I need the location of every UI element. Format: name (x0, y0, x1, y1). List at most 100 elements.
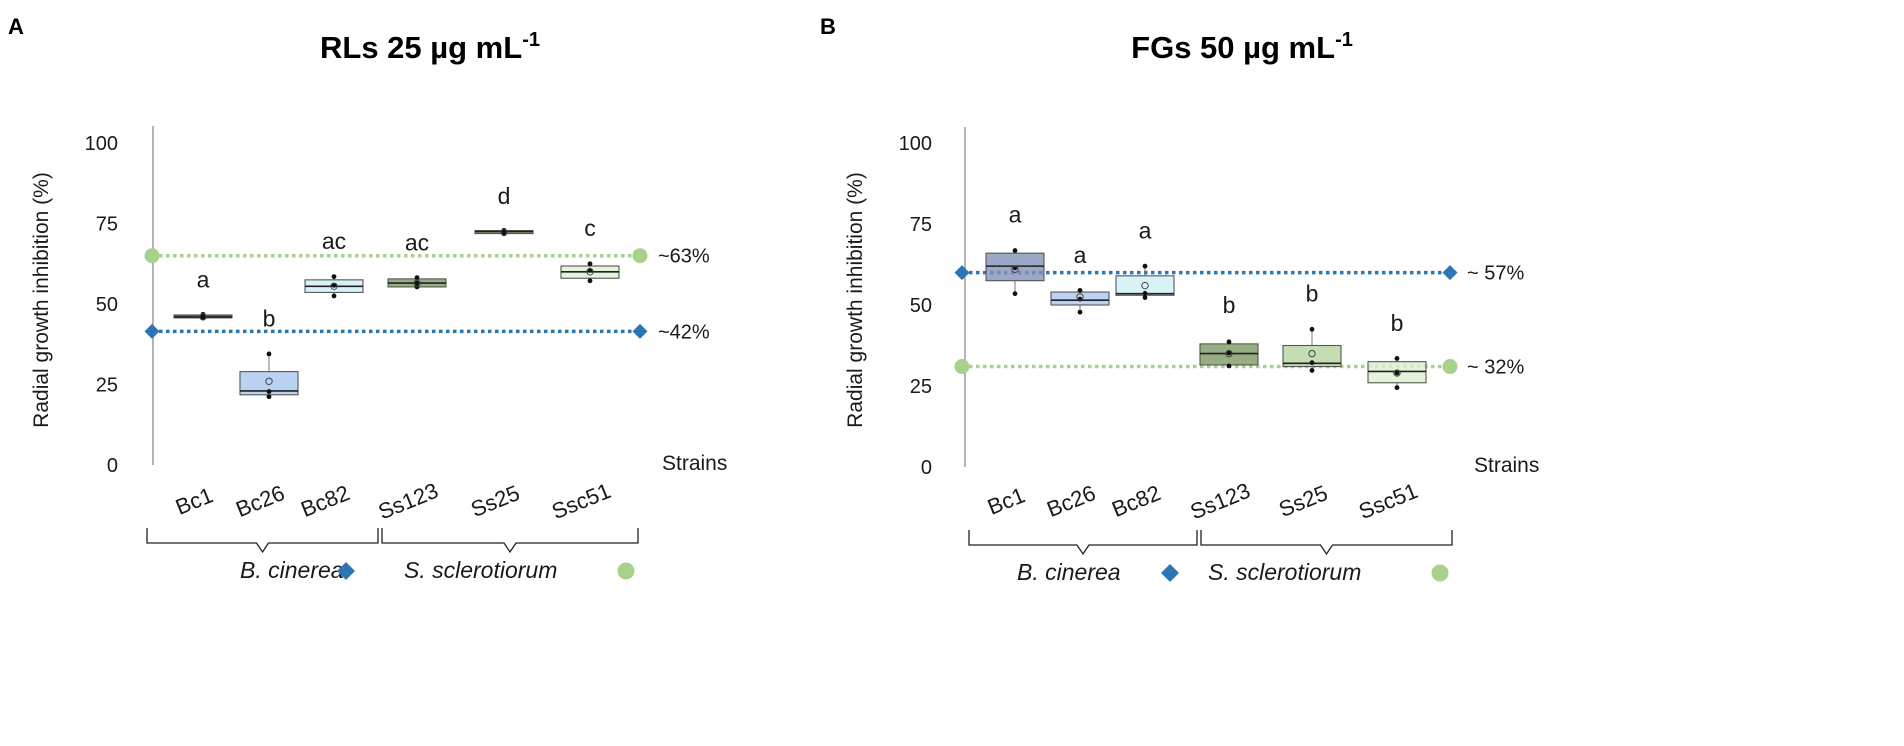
box-bc82: ac Bc82 (297, 228, 364, 522)
significance-letter: a (1074, 242, 1087, 268)
data-point (1394, 370, 1400, 376)
data-point (1012, 291, 1018, 297)
y-axis-label: Radial growth inhibition (%) (30, 172, 53, 428)
group-bracket (381, 528, 639, 554)
reference-line-start-circle-marker (954, 359, 970, 375)
data-point (266, 389, 272, 394)
box-ssc51: b Ssc51 (1355, 310, 1427, 524)
box-bc82: a Bc82 (1108, 218, 1175, 522)
chart-title: FGs 50 µg mL-1 (1131, 29, 1353, 65)
panel-b: B FGs 50 µg mL-1 0 25 50 75 100 Radial growth i… (820, 14, 1539, 585)
species-diamond-icon (1161, 564, 1179, 582)
data-point (414, 275, 420, 280)
x-tick-label: Ss25 (1275, 480, 1331, 522)
panel-label: A (8, 14, 24, 39)
mean-marker (265, 377, 273, 385)
data-point (1309, 368, 1315, 373)
data-point (331, 274, 337, 280)
box-ss123: b Ss123 (1187, 292, 1259, 525)
y-tick-label: 75 (96, 214, 118, 236)
data-point (1309, 326, 1315, 332)
box-bc26: a Bc26 (1043, 242, 1110, 522)
box-ss25: d Ss25 (467, 183, 534, 522)
box-bc1: a Bc1 (172, 266, 233, 520)
chart-title: RLs 25 µg mL-1 (320, 29, 540, 65)
x-tick-label: Bc82 (297, 480, 353, 522)
x-tick-label: Ssc51 (548, 478, 614, 524)
mean-marker (586, 268, 594, 276)
data-point (1142, 263, 1148, 269)
y-tick-label: 100 (899, 133, 932, 155)
panel-label: B (820, 14, 836, 39)
data-point (1012, 248, 1018, 253)
x-tick-label: Bc82 (1108, 480, 1164, 522)
mean-marker (1011, 265, 1019, 274)
x-tick-label: Bc1 (172, 482, 217, 519)
box-ssc51: c Ssc51 (548, 215, 620, 524)
y-axis-label: Radial growth inhibition (%) (844, 172, 867, 428)
box-iqr (1282, 344, 1342, 368)
reference-line-end-diamond-marker (632, 323, 648, 339)
significance-letter: b (1391, 310, 1404, 336)
group-bracket (146, 528, 379, 554)
data-point (1226, 350, 1232, 356)
data-point (266, 351, 272, 357)
reference-line-start-diamond-marker (144, 323, 160, 339)
data-point (414, 280, 420, 286)
reference-line-label: ~42% (658, 321, 710, 343)
reference-line-start-circle-marker (144, 248, 160, 264)
significance-letter: a (197, 266, 210, 292)
species-diamond-icon (337, 562, 355, 580)
data-point (200, 311, 206, 317)
data-point (1226, 339, 1232, 345)
data-point (1077, 288, 1083, 293)
significance-letter: d (498, 183, 511, 209)
box-ss25: b Ss25 (1275, 281, 1342, 522)
reference-line-label: ~ 32% (1467, 357, 1524, 379)
data-point (331, 282, 337, 288)
x-tick-label: Bc1 (984, 482, 1029, 519)
species-circle-icon (617, 562, 635, 580)
data-point (587, 278, 593, 284)
x-tick-label: Bc26 (1043, 480, 1099, 522)
reference-line-start-diamond-marker (954, 265, 970, 281)
x-tick-label: Ss123 (1187, 478, 1254, 525)
x-axis-label: Strains (1474, 454, 1539, 477)
data-point (331, 293, 337, 299)
x-tick-label: Ssc51 (1355, 478, 1421, 524)
mean-marker (330, 282, 338, 290)
x-tick-label: Ss123 (375, 478, 442, 525)
y-tick-label: 50 (910, 295, 932, 317)
mean-marker (500, 228, 508, 236)
y-tick-label: 100 (85, 133, 118, 155)
x-tick-label: Ss25 (467, 480, 523, 522)
data-point (1142, 295, 1148, 300)
group-bracket (1200, 530, 1453, 556)
species-circle-icon (1431, 564, 1449, 582)
mean-marker (199, 313, 207, 321)
mean-marker (1225, 349, 1233, 358)
significance-letter: ac (322, 228, 346, 254)
y-tick-label: 25 (910, 376, 932, 398)
data-point (587, 261, 593, 267)
reference-line-label: ~ 57% (1467, 263, 1524, 285)
mean-marker (1308, 349, 1316, 358)
panel-a: A RLs 25 µg mL-1 0 25 50 75 100 Radial growth i… (8, 14, 727, 583)
significance-letter: b (263, 305, 276, 331)
species-label: S. sclerotiorum (404, 557, 557, 583)
significance-letter: a (1009, 201, 1022, 227)
species-label: B. cinerea (1017, 559, 1121, 585)
data-point (266, 394, 272, 400)
y-tick-label: 50 (96, 294, 118, 316)
mean-marker (1393, 369, 1401, 377)
mean-marker (1141, 281, 1149, 290)
species-label: S. sclerotiorum (1208, 559, 1361, 585)
species-label: B. cinerea (240, 557, 344, 583)
data-point (1142, 290, 1148, 296)
significance-letter: c (584, 215, 596, 241)
mean-marker (413, 279, 421, 287)
significance-letter: a (1139, 218, 1152, 244)
significance-letter: ac (405, 230, 429, 256)
